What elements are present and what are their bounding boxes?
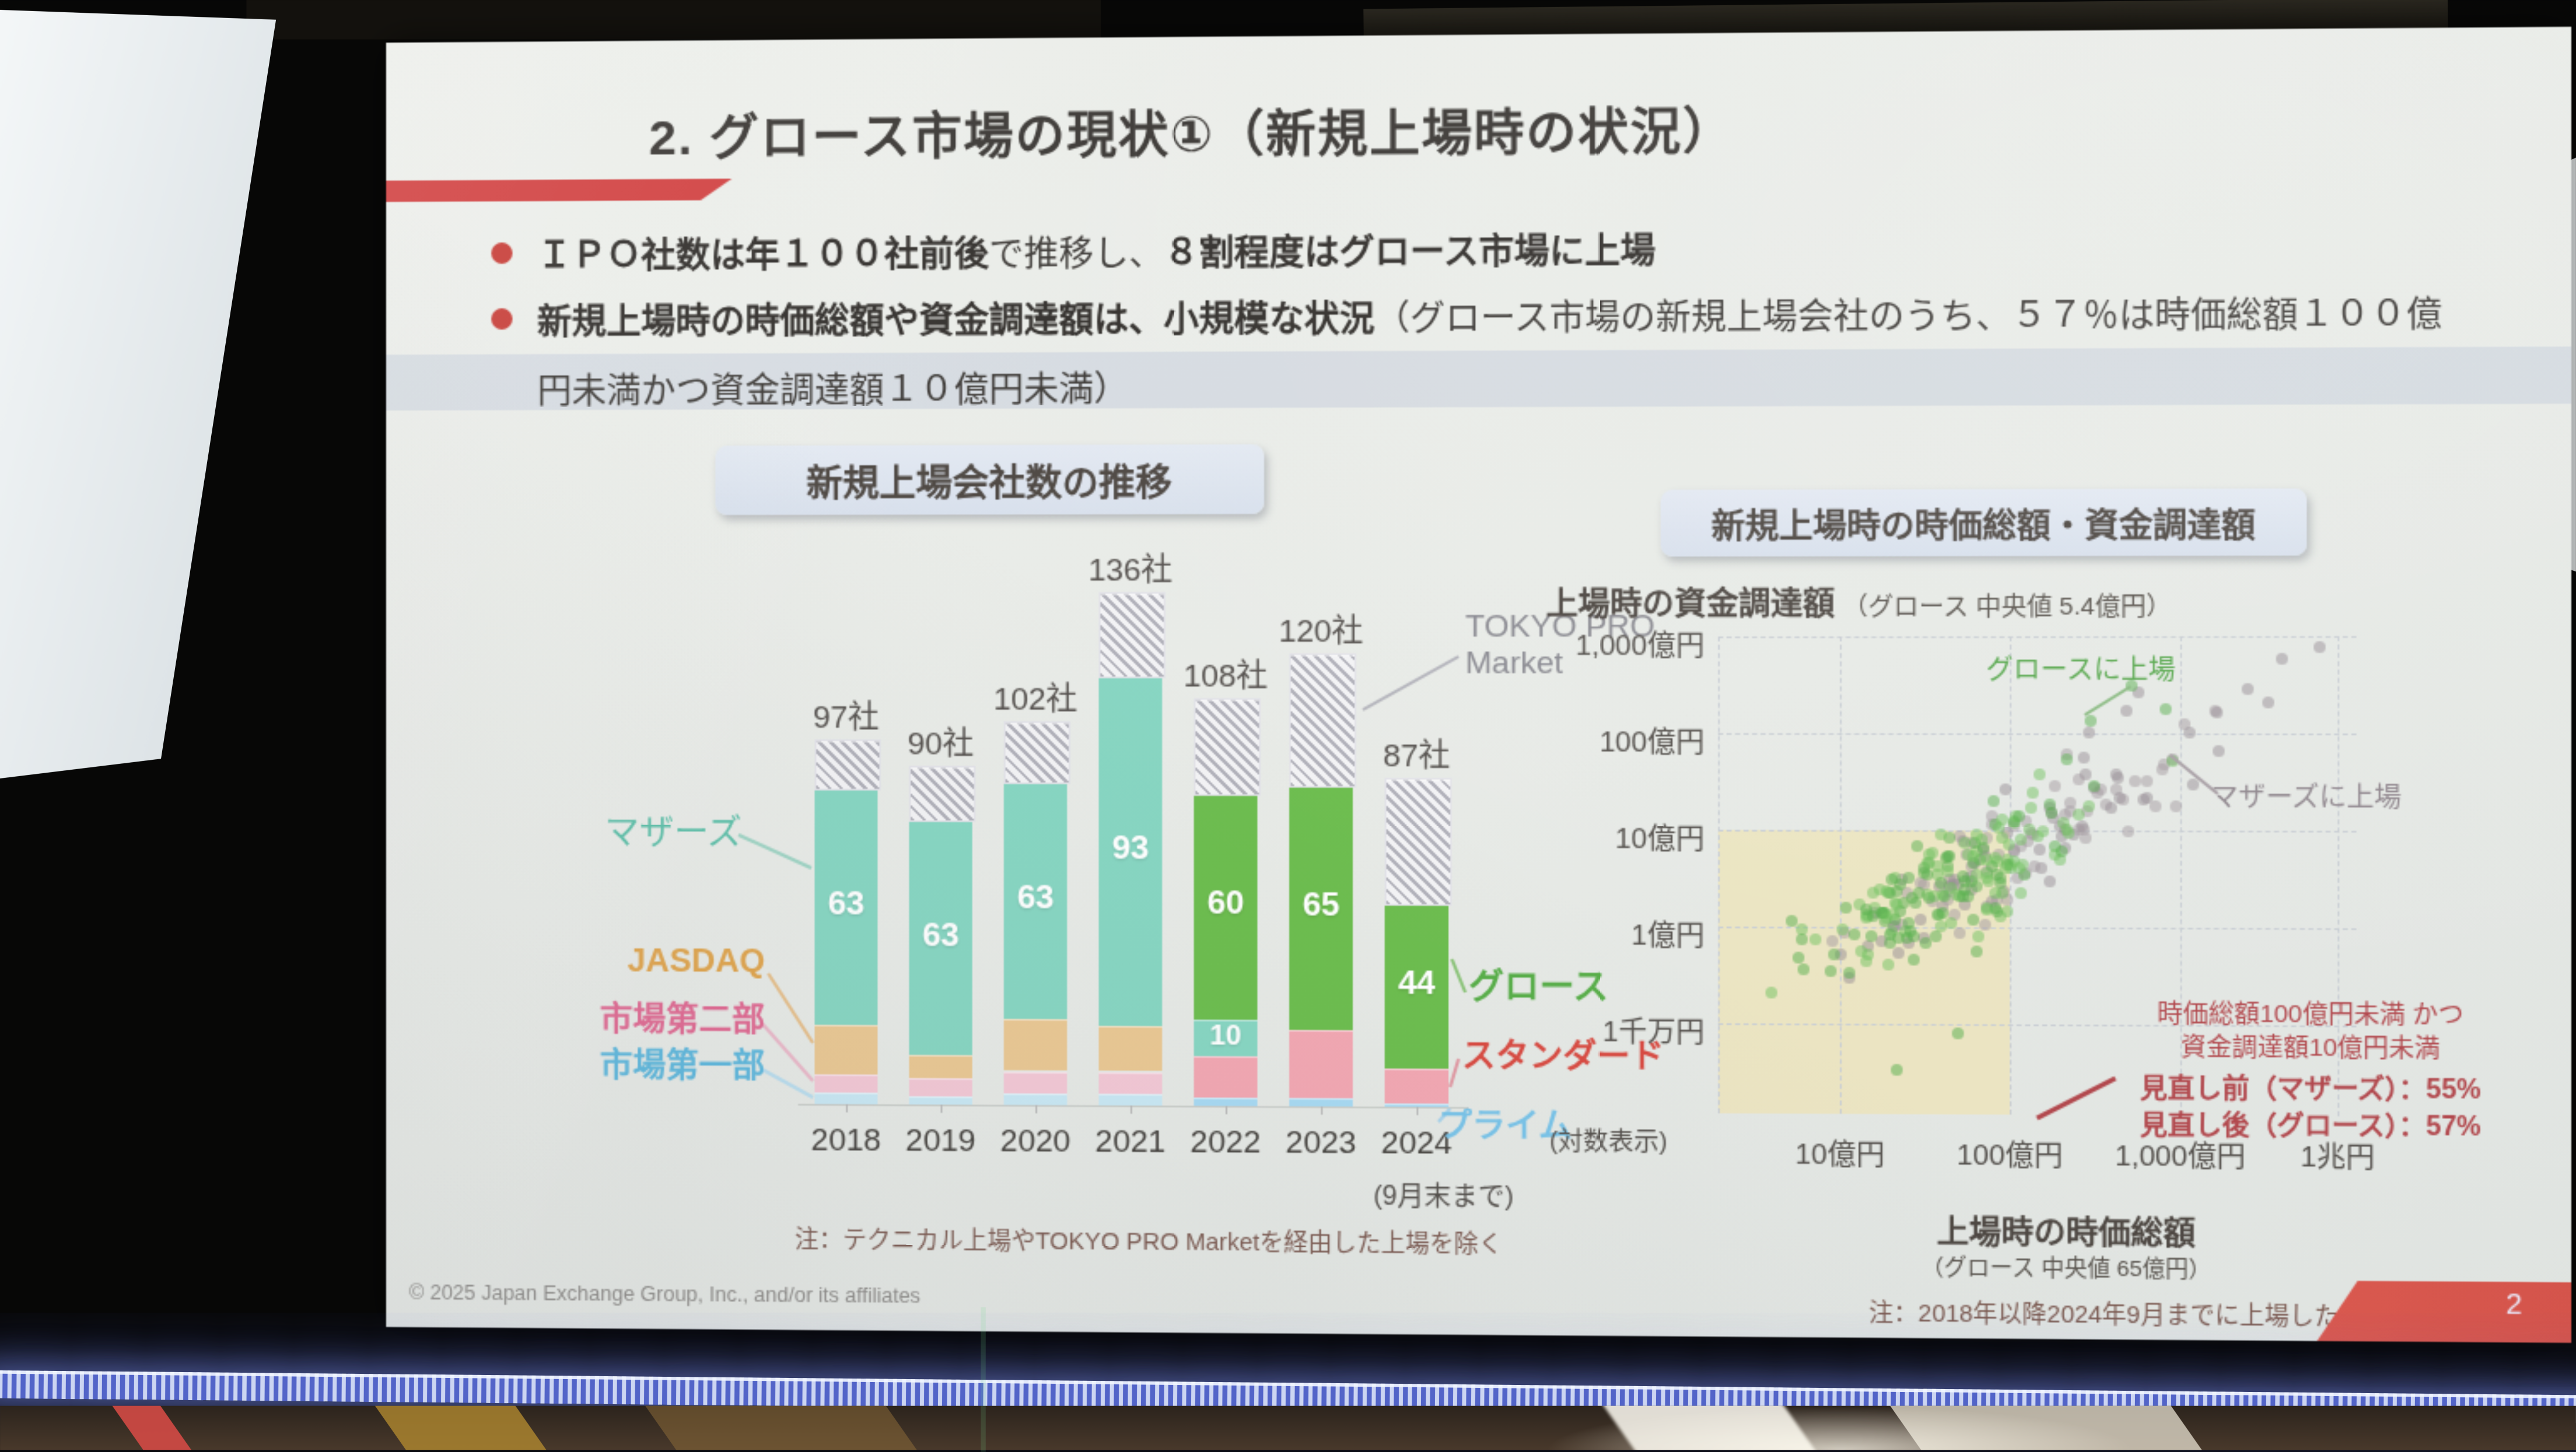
page-corner xyxy=(2317,1281,2571,1343)
annotation-region-line1: 時価総額100億円未満 かつ xyxy=(2157,999,2464,1030)
annotation-before-review: 見直し前（マザーズ）：55% xyxy=(2140,1075,2482,1106)
stage-backdrop xyxy=(0,1405,2576,1450)
stage-stripe-tan xyxy=(632,1405,945,1450)
annotation-growth-listed: グロースに上場 xyxy=(1986,656,2176,685)
stage-stripe-red xyxy=(68,1405,251,1450)
scatter-x-axis-sub: （グロース 中央値 65億円） xyxy=(1921,1254,2211,1282)
annotation-after-review: 見直し後（グロース）：57% xyxy=(2140,1111,2482,1142)
scatter-leader-lines xyxy=(386,27,2571,1343)
ceiling-shadow xyxy=(246,0,1101,40)
log-scale-note: (対数表示) xyxy=(1549,1127,1668,1156)
copyright-footer: © 2025 Japan Exchange Group, Inc., and/o… xyxy=(409,1281,921,1308)
annotation-mothers-listed: マザーズに上場 xyxy=(2211,783,2402,813)
projection-slide: 2. グロース市場の現状①（新規上場時の状況） ＩＰＯ社数は年１００社前後で推移… xyxy=(386,26,2571,1343)
stage-glow xyxy=(1544,1405,2136,1450)
side-screen-left xyxy=(0,9,276,778)
page-number: 2 xyxy=(2505,1288,2522,1321)
stage-stripe-gold xyxy=(345,1405,591,1450)
light-flare xyxy=(981,1307,986,1452)
annotation-region-line2: 資金調達額10億円未満 xyxy=(2180,1033,2441,1063)
